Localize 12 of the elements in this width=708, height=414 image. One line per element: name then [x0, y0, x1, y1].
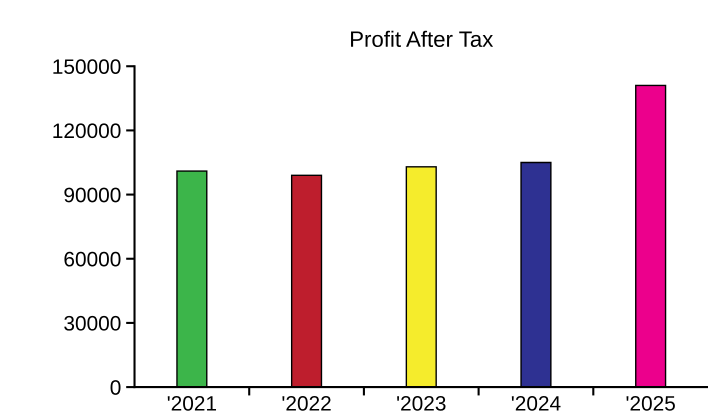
- x-tick-label: '2023: [397, 396, 446, 411]
- x-tick-label: '2025: [626, 396, 675, 411]
- y-tick-label: 90000: [64, 188, 121, 202]
- chart-title: Profit After Tax: [351, 30, 494, 48]
- y-tick-label: 0: [110, 380, 121, 395]
- y-tick-label: 30000: [64, 316, 121, 331]
- y-tick-label: 120000: [53, 123, 121, 138]
- y-tick-label: 60000: [64, 252, 121, 267]
- x-tick-label: '2022: [282, 396, 331, 411]
- x-tick-label: '2024: [512, 396, 561, 411]
- y-tick-label: 150000: [53, 59, 121, 74]
- x-tick-label: '2021: [168, 396, 216, 411]
